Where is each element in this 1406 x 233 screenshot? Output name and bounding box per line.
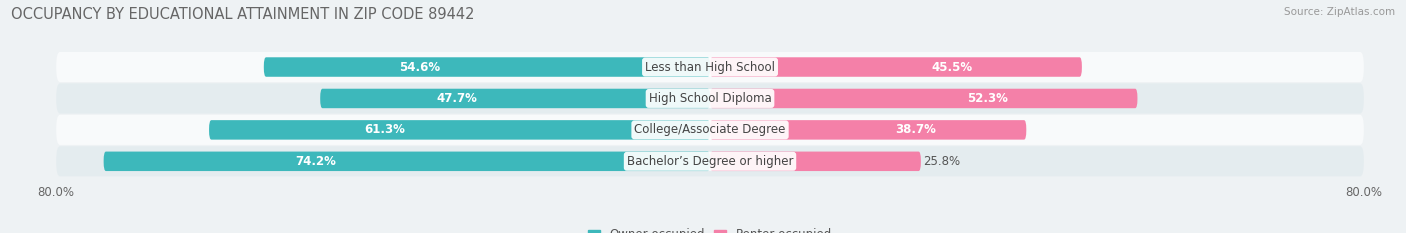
FancyBboxPatch shape bbox=[56, 115, 1364, 145]
FancyBboxPatch shape bbox=[710, 57, 1081, 77]
FancyBboxPatch shape bbox=[56, 146, 1364, 176]
Legend: Owner-occupied, Renter-occupied: Owner-occupied, Renter-occupied bbox=[583, 224, 837, 233]
FancyBboxPatch shape bbox=[321, 89, 710, 108]
Text: College/Associate Degree: College/Associate Degree bbox=[634, 123, 786, 136]
Text: Bachelor’s Degree or higher: Bachelor’s Degree or higher bbox=[627, 155, 793, 168]
Text: 45.5%: 45.5% bbox=[931, 61, 973, 74]
Text: Less than High School: Less than High School bbox=[645, 61, 775, 74]
Text: 54.6%: 54.6% bbox=[399, 61, 440, 74]
FancyBboxPatch shape bbox=[104, 152, 710, 171]
Text: Source: ZipAtlas.com: Source: ZipAtlas.com bbox=[1284, 7, 1395, 17]
FancyBboxPatch shape bbox=[56, 83, 1364, 113]
Text: 74.2%: 74.2% bbox=[295, 155, 336, 168]
FancyBboxPatch shape bbox=[710, 120, 1026, 140]
FancyBboxPatch shape bbox=[710, 89, 1137, 108]
Text: 52.3%: 52.3% bbox=[967, 92, 1008, 105]
Text: 25.8%: 25.8% bbox=[922, 155, 960, 168]
FancyBboxPatch shape bbox=[209, 120, 710, 140]
Text: OCCUPANCY BY EDUCATIONAL ATTAINMENT IN ZIP CODE 89442: OCCUPANCY BY EDUCATIONAL ATTAINMENT IN Z… bbox=[11, 7, 475, 22]
Text: 61.3%: 61.3% bbox=[364, 123, 405, 136]
Text: 47.7%: 47.7% bbox=[436, 92, 477, 105]
FancyBboxPatch shape bbox=[710, 152, 921, 171]
Text: 38.7%: 38.7% bbox=[896, 123, 936, 136]
Text: High School Diploma: High School Diploma bbox=[648, 92, 772, 105]
FancyBboxPatch shape bbox=[56, 52, 1364, 82]
FancyBboxPatch shape bbox=[264, 57, 710, 77]
